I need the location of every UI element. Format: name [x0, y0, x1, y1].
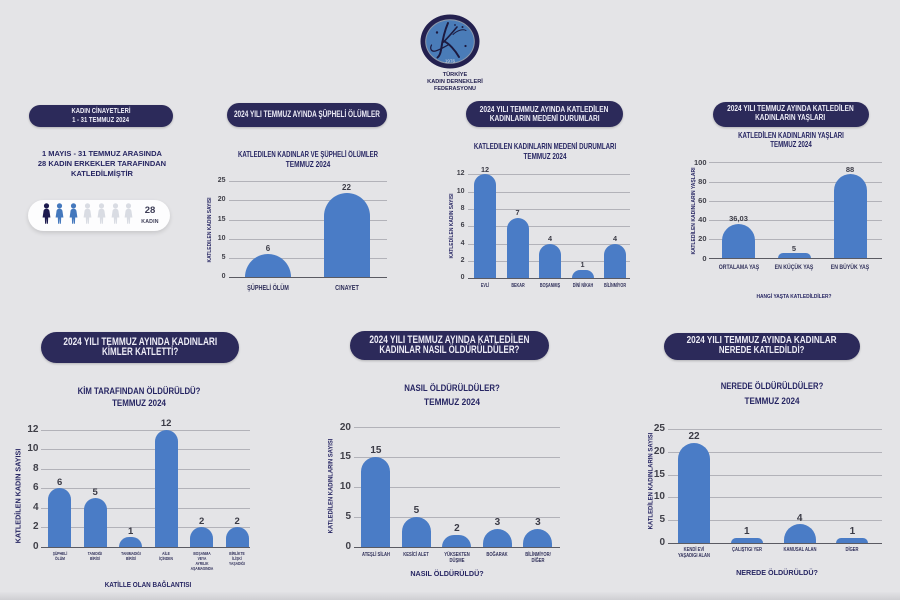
svg-text:1976: 1976 — [445, 59, 456, 64]
